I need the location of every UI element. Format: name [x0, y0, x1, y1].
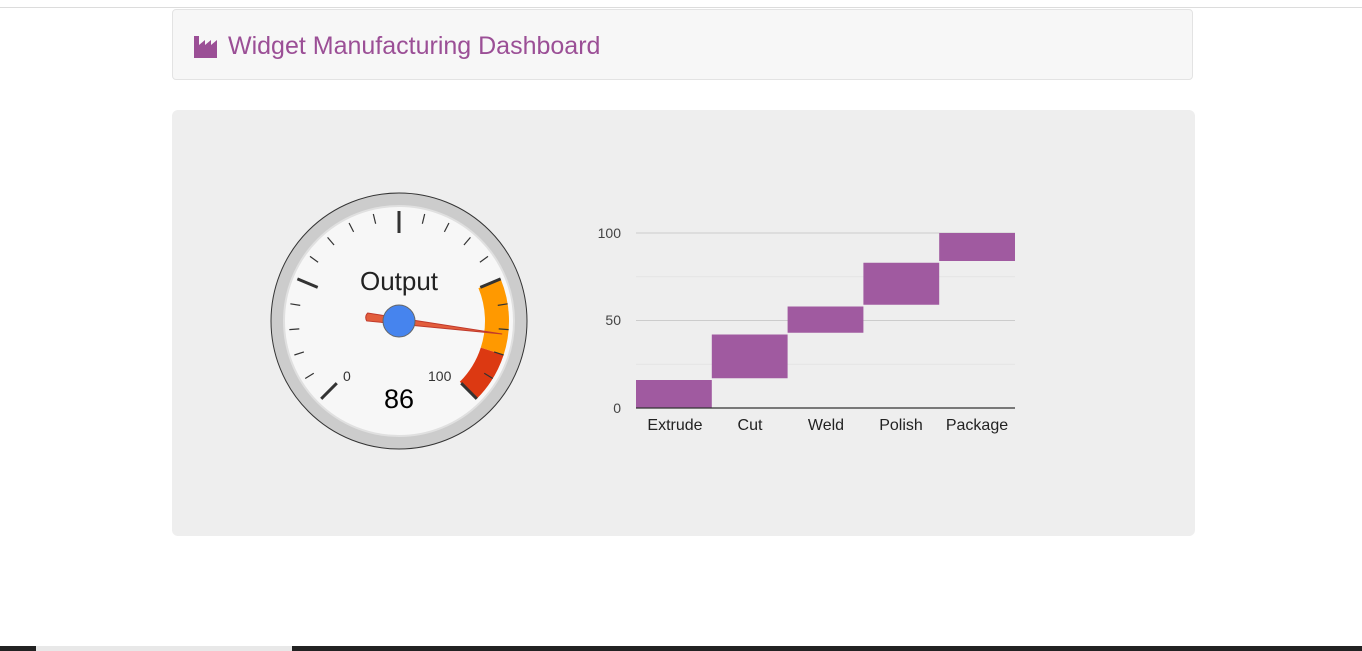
waterfall-bar-polish	[863, 262, 940, 305]
gauge-yellow-band	[478, 278, 509, 355]
output-gauge: Output 0 100 86	[268, 190, 530, 452]
taskbar-strip	[0, 646, 1362, 651]
waterfall-bar-cut	[711, 334, 788, 379]
gauge-minor-tick	[304, 372, 315, 379]
y-tick-50: 50	[605, 312, 621, 328]
gauge-minor-tick	[493, 351, 504, 356]
factory-icon	[194, 35, 220, 58]
gauge-minor-tick	[443, 222, 450, 233]
gauge-major-tick	[296, 277, 319, 289]
gauge-minor-tick	[372, 213, 377, 224]
gauge-red-band	[459, 347, 504, 399]
y-tick-100: 100	[597, 225, 621, 241]
y-tick-0: 0	[613, 400, 621, 416]
gauge-value: 86	[383, 384, 415, 414]
waterfall-bar-package	[939, 233, 1015, 261]
gauge-minor-tick	[294, 351, 305, 356]
gauge-label: Output	[359, 266, 439, 296]
x-tick-weld: Weld	[807, 417, 845, 434]
gauge-minor-tick	[463, 236, 471, 246]
gauge-minor-tick	[497, 303, 508, 306]
gauge-minor-tick	[479, 255, 489, 263]
gauge-hub	[382, 304, 416, 338]
process-chart: 100 50 0 Extrude Cut Weld Polish Package	[580, 215, 1030, 445]
x-tick-package: Package	[945, 417, 1009, 434]
gauge-dial	[270, 192, 528, 450]
gauge-max-label: 100	[428, 368, 452, 384]
x-tick-extrude: Extrude	[647, 417, 703, 434]
header-title-group: Widget Manufacturing Dashboard	[194, 32, 600, 61]
gauge-minor-tick	[421, 213, 426, 224]
gauge-minor-tick	[289, 328, 300, 331]
gauge-minor-tick	[327, 236, 335, 246]
dashboard-header: Widget Manufacturing Dashboard	[172, 9, 1193, 80]
waterfall-bar-extrude	[636, 380, 712, 408]
chart-plot	[636, 232, 1015, 409]
x-tick-cut: Cut	[737, 417, 763, 434]
page-title: Widget Manufacturing Dashboard	[228, 32, 601, 60]
waterfall-bar-weld	[787, 306, 864, 333]
gauge-major-tick	[460, 382, 478, 400]
gauge-major-tick	[479, 277, 502, 289]
gauge-minor-tick	[309, 255, 319, 263]
gauge-major-tick	[320, 382, 338, 400]
gauge-minor-tick	[290, 303, 301, 306]
gauge-minor-tick	[348, 222, 355, 233]
gauge-minor-tick	[483, 372, 494, 379]
x-tick-polish: Polish	[879, 417, 923, 434]
taskbar-segment	[36, 646, 292, 651]
gauge-min-label: 0	[343, 368, 351, 384]
top-divider	[0, 7, 1362, 8]
gauge-minor-tick	[498, 328, 509, 331]
